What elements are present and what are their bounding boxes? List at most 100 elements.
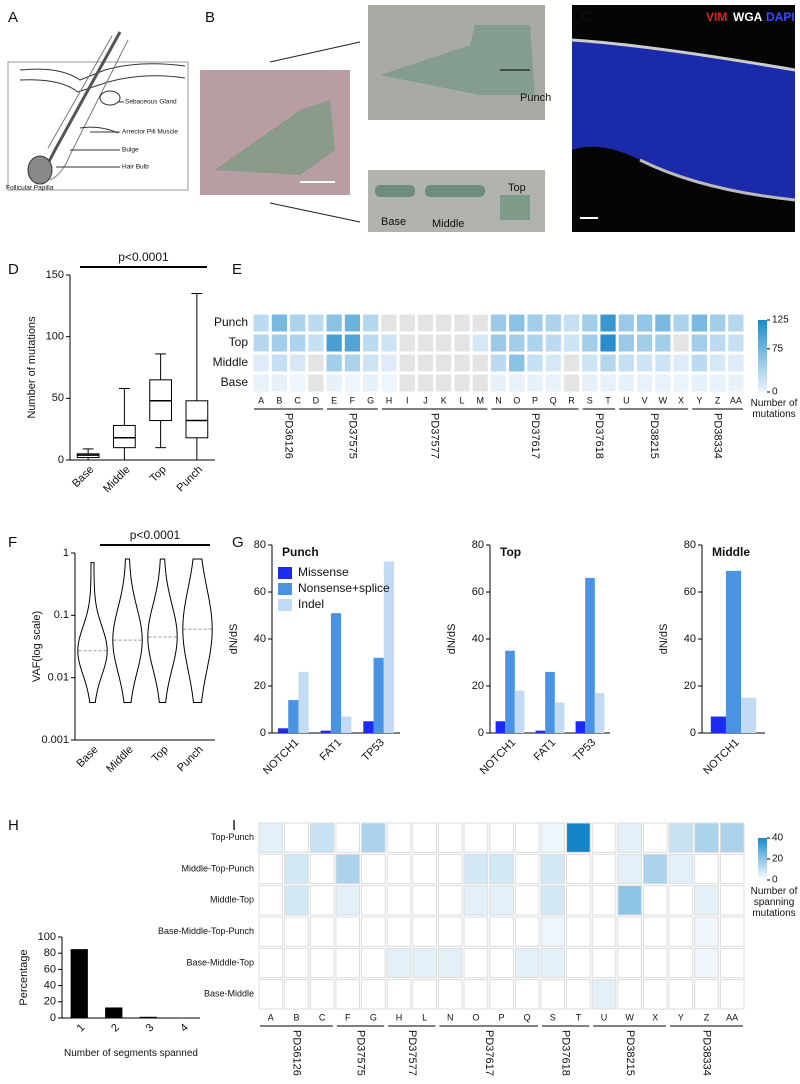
heatmap-cell — [284, 853, 309, 885]
heatmap-cell — [508, 373, 526, 393]
heatmap-cell — [708, 313, 727, 333]
x-tick-label: Punch — [175, 744, 206, 775]
y-tick-label: 60 — [44, 963, 56, 975]
heatmap-cell — [654, 333, 672, 353]
x-tick-label: Punch — [175, 464, 206, 495]
colorbar-tick-label: 75 — [772, 343, 784, 354]
heatmap-cell — [307, 333, 325, 353]
heatmap-cell — [672, 333, 690, 353]
heatmap-cell — [514, 822, 540, 853]
heatmap-cell — [540, 885, 566, 916]
diagram-label: Follicular Papilla — [6, 185, 54, 192]
bar — [139, 1016, 157, 1018]
heatmap-cell — [471, 353, 489, 373]
column-label: R — [568, 395, 575, 405]
heatmap-cell — [325, 333, 343, 353]
heatmap-cell — [617, 333, 635, 353]
heatmap-cell — [591, 853, 617, 885]
heatmap-cell — [642, 947, 668, 979]
column-label: T — [605, 395, 611, 405]
heatmap-cell — [654, 353, 672, 373]
heatmap-cell — [642, 885, 668, 916]
heatmap-cell — [708, 373, 727, 393]
bar — [514, 690, 525, 733]
heatmap-cell — [719, 885, 745, 916]
heatmap-cell — [617, 916, 642, 947]
column-label: T — [576, 1012, 582, 1022]
heatmap-cell — [694, 916, 719, 947]
heatmap-cell — [694, 979, 719, 1010]
group-label: PD38215 — [624, 1030, 636, 1076]
bar — [585, 577, 595, 733]
heatmap-cell — [398, 353, 416, 373]
bar — [554, 702, 565, 733]
row-label: Base-Middle-Top — [186, 957, 254, 967]
column-label: Q — [524, 1012, 531, 1022]
bar — [495, 721, 506, 733]
heatmap-cell — [668, 853, 694, 885]
heatmap-cell — [463, 979, 489, 1010]
column-label: C — [319, 1012, 326, 1022]
heatmap-cell — [566, 822, 591, 853]
heatmap-cell — [727, 313, 745, 333]
heatmap-cell — [252, 353, 270, 373]
bar — [545, 671, 555, 733]
y-tick-label: 0.1 — [54, 609, 69, 621]
heatmap-cell — [617, 885, 642, 916]
column-label: J — [423, 395, 428, 405]
heatmap-cell — [289, 313, 307, 333]
heatmap-cell — [668, 979, 694, 1010]
panel-letter: D — [8, 261, 19, 278]
x-axis-label: Number of segments spanned — [64, 1048, 198, 1059]
y-axis-label: dN/dS — [228, 624, 240, 655]
y-tick-label: 80 — [44, 947, 56, 959]
column-label: X — [678, 395, 684, 405]
legend-swatch — [278, 567, 292, 579]
column-label: G — [367, 395, 374, 405]
column-label: B — [293, 1012, 299, 1022]
heatmap-cell — [289, 333, 307, 353]
heatmap-cell — [526, 353, 544, 373]
panel-letter: F — [8, 534, 17, 551]
y-tick-label: 1 — [63, 547, 69, 559]
column-label: H — [386, 395, 393, 405]
bar — [341, 716, 352, 733]
column-label: H — [396, 1012, 403, 1022]
column-label: AA — [726, 1012, 738, 1022]
y-axis-label: dN/dS — [446, 624, 458, 655]
group-label: PD37618 — [560, 1030, 572, 1076]
heatmap-cell — [307, 353, 325, 373]
heatmap-cell — [591, 979, 617, 1010]
heatmap-cell — [307, 373, 325, 393]
heatmap-cell — [386, 916, 412, 947]
column-label: I — [406, 395, 409, 405]
x-tick-label: FAT1 — [318, 737, 345, 764]
colorbar-tick-label: 20 — [772, 854, 784, 865]
heatmap-cell — [335, 853, 361, 885]
heatmap-cell — [258, 916, 284, 947]
heatmap-cell — [362, 333, 380, 353]
column-label: V — [642, 395, 648, 405]
x-tick-label: 3 — [144, 1022, 157, 1035]
group-label: PD36126 — [291, 1030, 303, 1076]
heatmap-cell — [642, 916, 668, 947]
y-tick-label: 50 — [52, 392, 64, 404]
heatmap-cell — [617, 313, 635, 333]
column-label: N — [495, 395, 502, 405]
heatmap-cell — [540, 947, 566, 979]
column-label: U — [623, 395, 630, 405]
legend-swatch — [278, 583, 292, 595]
column-label: L — [459, 395, 464, 405]
column-label: S — [550, 1012, 556, 1022]
heatmap-cell — [335, 979, 361, 1010]
row-label: Middle — [213, 355, 249, 369]
heatmap-cell — [252, 333, 270, 353]
y-tick-label: 40 — [472, 633, 484, 645]
heatmap-cell — [453, 313, 471, 333]
column-label: B — [276, 395, 282, 405]
heatmap-cell — [289, 373, 307, 393]
heatmap-cell — [642, 979, 668, 1010]
heatmap-cell — [617, 373, 635, 393]
heatmap-cell — [380, 333, 398, 353]
